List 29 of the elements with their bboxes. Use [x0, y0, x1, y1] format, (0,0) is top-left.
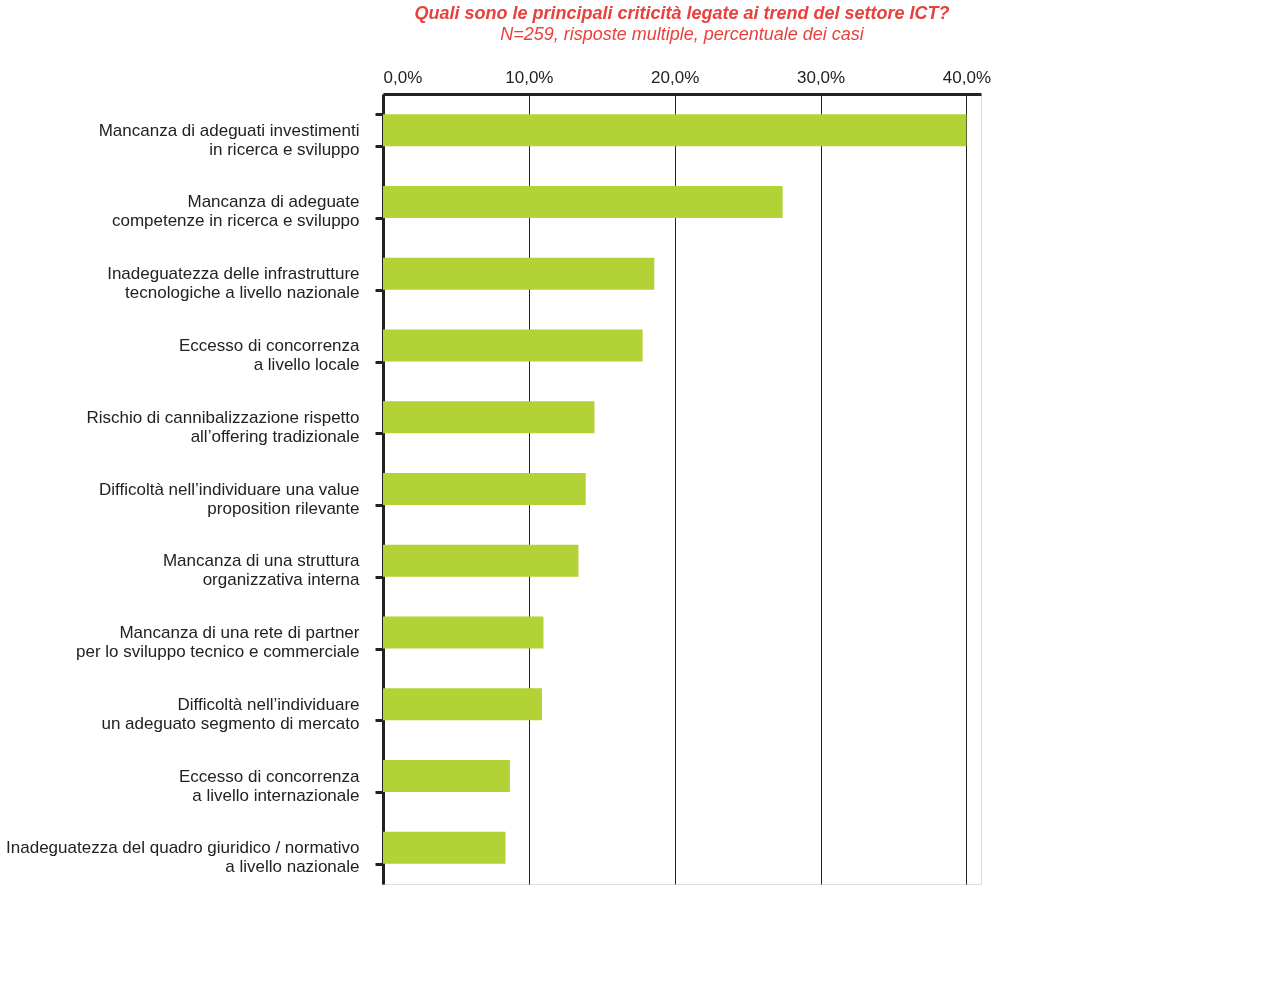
bar [383, 544, 579, 577]
chart-title: Quali sono le principali criticità legate ai trend del settore ICT? [414, 3, 950, 23]
y-tick-label: Difficoltà nell’individuare un adeguato segmento di mercato [101, 694, 360, 733]
y-tick-label: Inadeguatezza del quadro giuridico / normativo a livello nazionale [6, 838, 360, 877]
x-tick-label: 10,0% [505, 67, 554, 87]
y-tick-label: Eccesso di concorrenza a livello internazionale [179, 766, 361, 805]
y-tick-label: Difficoltà nell’individuare una value proposition rilevante [98, 479, 360, 518]
y-tick-label: Mancanza di adeguate competenze in ricerca e sviluppo [111, 192, 360, 231]
y-tick-label: Eccesso di concorrenza a livello locale [179, 335, 361, 374]
bar [383, 473, 586, 505]
y-tick-label: Mancanza di adeguati investimenti in ricerca e sviluppo [98, 120, 360, 159]
bar [383, 114, 967, 147]
bar [383, 401, 595, 434]
y-tick-label: Mancanza di una rete di partner per lo sviluppo tecnico e commerciale [76, 623, 360, 662]
bar [383, 688, 542, 721]
bar [383, 616, 544, 649]
y-tick-label: Rischio di cannibalizzazione rispetto all’offering tradizionale [86, 407, 360, 446]
x-tick-label: 0,0% [383, 67, 423, 87]
y-tick-label: Inadeguatezza delle infrastrutture tecnologiche a livello nazionale [107, 264, 360, 303]
bar [383, 257, 655, 290]
chart-subtitle: N=259, risposte multiple, percentuale dei casi [500, 24, 865, 44]
x-tick-label: 30,0% [796, 67, 846, 87]
bar [383, 329, 643, 362]
bar [383, 185, 783, 218]
bar [383, 760, 510, 793]
y-tick-label: Mancanza di una struttura organizzativa interna [162, 551, 361, 590]
x-tick-label: 40,0% [942, 67, 992, 87]
x-tick-label: 20,0% [651, 67, 700, 87]
bar [383, 831, 506, 864]
